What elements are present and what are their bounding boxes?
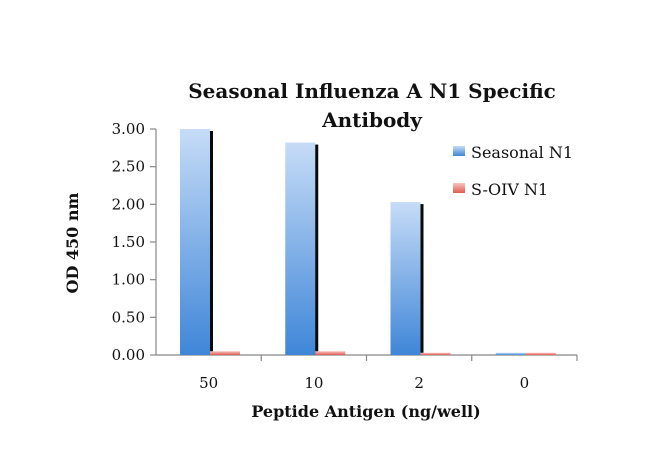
y-axis: 0.00 0.50 1.00 1.50 2.00 2.50 3.00 [112, 120, 157, 364]
y-tick-label: 1.00 [112, 271, 145, 289]
x-axis: 50 10 2 0 [156, 354, 578, 392]
bar-seasonal-n1-0 [495, 352, 526, 355]
bar-s-oiv-n1-10 [315, 351, 346, 355]
bar-shadow [419, 204, 424, 355]
x-tick-label: 0 [520, 374, 530, 392]
y-tick-label: 1.50 [112, 233, 145, 251]
y-tick-label: 0.00 [112, 346, 145, 364]
x-tick-label: 2 [414, 374, 424, 392]
chart-title-line-2: Antibody [321, 108, 423, 132]
chart-title-line-1: Seasonal Influenza A N1 Specific [188, 79, 556, 103]
x-axis-label: Peptide Antigen (ng/well) [251, 402, 480, 421]
bar-seasonal-n1-50 [180, 129, 210, 355]
y-tick-label: 2.50 [112, 158, 145, 176]
bar-shadow [209, 131, 213, 355]
bar-s-oiv-n1-2 [420, 352, 451, 355]
legend: Seasonal N1 S-OIV N1 [453, 143, 573, 199]
legend-swatch-seasonal-n1 [453, 146, 465, 156]
legend-swatch-s-oiv-n1 [453, 183, 465, 193]
bar-seasonal-n1-2 [390, 202, 421, 355]
x-tick-label: 10 [304, 374, 323, 392]
legend-label-seasonal-n1: Seasonal N1 [471, 143, 573, 162]
bar-s-oiv-n1-50 [210, 351, 240, 355]
bar-seasonal-n1-10 [285, 142, 316, 355]
y-tick-label: 0.50 [112, 308, 145, 326]
x-tick-label: 50 [199, 374, 218, 392]
bar-shadow [314, 144, 319, 355]
bars [180, 129, 556, 355]
bar-s-oiv-n1-0 [525, 352, 556, 355]
y-tick-label: 2.00 [112, 195, 145, 213]
legend-label-s-oiv-n1: S-OIV N1 [471, 180, 548, 199]
y-axis-label: OD 450 nm [63, 192, 82, 293]
y-tick-label: 3.00 [112, 120, 145, 138]
